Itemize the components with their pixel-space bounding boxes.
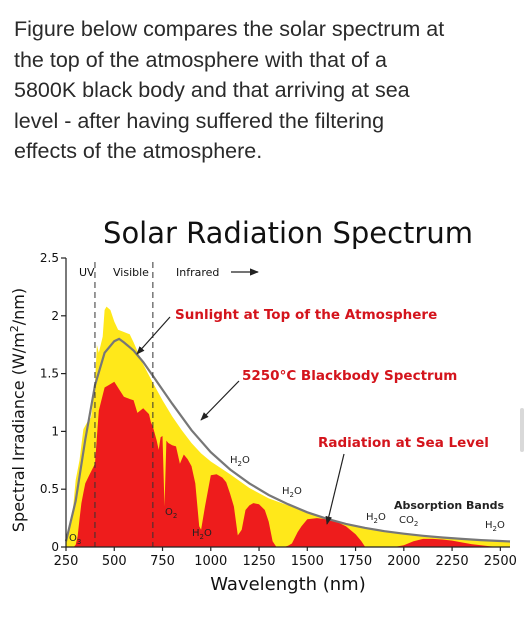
x-tick-label: 2500 <box>484 554 517 569</box>
scrollbar-thumb[interactable] <box>520 408 524 452</box>
region-label-uv: UV <box>79 266 95 279</box>
region-label-visible: Visible <box>113 266 149 279</box>
chart-title: Solar Radiation Spectrum <box>103 216 473 250</box>
annotations: Sunlight at Top of the Atmosphere 5250°C… <box>136 307 505 525</box>
molecule-o3-label: O3 <box>69 533 81 546</box>
annotation-top-atmosphere: Sunlight at Top of the Atmosphere <box>175 307 437 323</box>
molecule-h2o-label: H2O <box>230 455 250 468</box>
molecule-co2-label: CO2 <box>399 515 418 528</box>
x-tick-label: 2000 <box>387 554 420 569</box>
intro-line: effects of the atmosphere. <box>14 139 263 163</box>
molecule-o2-label: O2 <box>165 507 177 520</box>
molecule-h2o-label: H2O <box>366 512 386 525</box>
x-tick-label: 1500 <box>291 554 324 569</box>
intro-line: level - after having suffered the filter… <box>14 108 385 133</box>
x-tick-label: 1750 <box>339 554 372 569</box>
arrow-blackbody <box>200 380 240 421</box>
y-axis-label-sup: 2 <box>8 325 21 332</box>
y-axis-label-prefix: Spectral Irradiance (W/m <box>9 332 28 532</box>
y-tick-label: 1 <box>51 424 59 438</box>
plot-area <box>64 262 511 547</box>
x-tick-label: 1000 <box>194 554 227 569</box>
intro-paragraph: Figure below compares the solar spectrum… <box>14 14 512 167</box>
x-tick-label: 1250 <box>242 554 275 569</box>
y-tick-label: 0 <box>51 540 59 554</box>
y-axis-label: Spectral Irradiance (W/m2/nm) <box>8 288 28 532</box>
intro-line: the top of the atmosphere with that of a <box>14 47 387 72</box>
axes: 0 0.5 1 1.5 2 2.5 250 500 750 1000 1250 1500 1750 200… <box>40 251 517 569</box>
intro-line: 5800K black body and that arriving at se… <box>14 78 410 102</box>
arrow-sea-level <box>325 453 345 525</box>
y-tick-label: 1.5 <box>40 367 59 381</box>
intro-line: Figure below compares the solar spectrum… <box>14 17 445 41</box>
molecule-h2o-label: H2O <box>485 520 505 533</box>
x-tick-label: 750 <box>150 554 175 569</box>
molecule-h2o-label: H2O <box>192 528 212 541</box>
annotation-sea-level: Radiation at Sea Level <box>318 435 489 451</box>
x-axis-label: Wavelength (nm) <box>210 574 366 595</box>
molecule-h2o-label: H2O <box>282 486 302 499</box>
annotation-blackbody: 5250°C Blackbody Spectrum <box>242 368 457 384</box>
region-labels: UV Visible Infrared <box>79 266 259 279</box>
region-label-infrared: Infrared <box>176 266 219 279</box>
x-tick-label: 500 <box>102 554 127 569</box>
y-tick-label: 2 <box>51 309 59 323</box>
y-tick-label: 2.5 <box>40 251 59 265</box>
arrow-top-atmosphere <box>136 316 171 355</box>
series-line-blackbody <box>64 337 511 543</box>
molecule-labels: O3 O2 H2O H2O H2O H2O CO2 H2O <box>69 455 505 546</box>
series-area-sea-level <box>66 381 510 547</box>
annotation-absorption-bands: Absorption Bands <box>394 499 505 512</box>
y-tick-label: 0.5 <box>40 482 59 496</box>
y-axis-label-suffix: /nm) <box>9 288 28 325</box>
x-tick-label: 2250 <box>436 554 469 569</box>
x-tick-label: 250 <box>54 554 79 569</box>
